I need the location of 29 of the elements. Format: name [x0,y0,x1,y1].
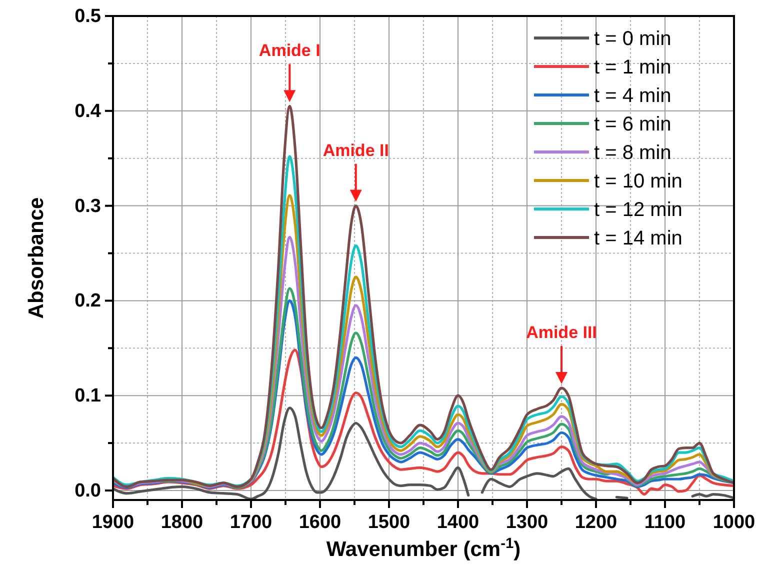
y-tick-label: 0.5 [74,6,102,27]
x-tick-label: 1700 [230,512,272,533]
legend-label: t = 10 min [594,170,682,192]
annotation: Amide II [322,140,389,160]
y-tick-label: 0.3 [74,196,101,217]
x-tick-label: 1900 [92,512,134,533]
y-tick-label: 0.1 [74,386,102,407]
x-tick-label: 1300 [506,512,548,533]
y-tick-label: 0.0 [74,480,101,502]
y-tick-label: 0.4 [74,100,102,122]
x-tick-label: 1100 [644,512,686,533]
legend-label: t = 0 min [594,28,672,50]
x-tick-label: 1800 [160,512,204,533]
legend-label: t = 8 min [594,142,672,164]
x-tick-label: 1400 [436,512,480,533]
x-tick-label: 1500 [368,512,410,533]
legend-label: t = 4 min [594,85,672,107]
legend-label: t = 14 min [594,228,682,250]
y-axis-title: Absorbance [25,197,48,319]
annotation: Amide I [258,41,320,60]
x-tick-label: 1000 [712,512,756,533]
legend-label: t = 12 min [594,199,682,221]
annotation: Amide III [526,323,597,342]
legend-label: t = 6 min [594,114,672,136]
x-tick-label: 1600 [298,512,342,533]
x-tick-label: 1200 [574,512,618,533]
legend-label: t = 1 min [594,56,672,78]
y-tick-label: 0.2 [74,290,101,312]
x-axis-title: Wavenumber (cm$^{-1}$) [326,536,521,561]
